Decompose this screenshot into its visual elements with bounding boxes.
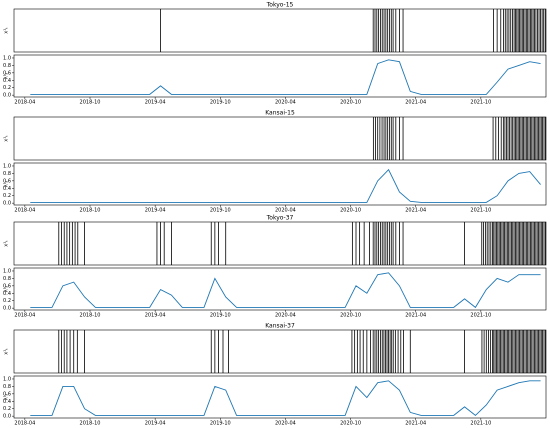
y-tick-label: 0.4 xyxy=(3,186,11,192)
x-tick-label: 2020-10 xyxy=(340,100,361,106)
x-tick-label: 2020-10 xyxy=(340,208,361,214)
x-tick-label: 2019-10 xyxy=(210,208,231,214)
data-line xyxy=(30,168,541,203)
x-tick-label: 2021-04 xyxy=(405,208,426,214)
data-line xyxy=(30,272,541,309)
axes-frame xyxy=(13,375,547,419)
y-tick-label: 0.0 xyxy=(3,201,11,207)
y-axis-label: λ¹ₜ xyxy=(4,393,10,400)
y-axis-label: x¹ₜ xyxy=(4,348,10,355)
y-tick-label: 0.4 xyxy=(3,78,11,84)
y-tick-label: 0.6 xyxy=(3,178,11,184)
y-axis-label: x¹ₜ xyxy=(4,240,10,247)
x-tick-label: 2021-10 xyxy=(470,208,491,214)
x-tick-label: 2021-04 xyxy=(405,100,426,106)
x-tick-label: 2021-04 xyxy=(405,421,426,427)
x-tick-label: 2021-10 xyxy=(470,100,491,106)
y-axis-label: λ¹ₜ xyxy=(4,72,10,79)
x-tick-label: 2019-10 xyxy=(210,313,231,319)
x-tick-label: 2019-04 xyxy=(145,421,166,427)
y-tick-label: 0.2 xyxy=(3,406,11,412)
x-tick-label: 2018-04 xyxy=(14,313,35,319)
y-tick-label: 1.0 xyxy=(3,268,11,274)
y-tick-label: 0.8 xyxy=(3,63,11,69)
y-tick-label: 0.0 xyxy=(3,93,11,99)
y-tick-label: 0.8 xyxy=(3,276,11,282)
y-tick-label: 0.0 xyxy=(3,306,11,312)
x-tick-label: 2020-10 xyxy=(340,313,361,319)
y-tick-label: 0.4 xyxy=(3,291,11,297)
chart-title: Tokyo-37 xyxy=(266,215,294,222)
chart-title: Kansai-37 xyxy=(265,323,295,330)
x-tick-label: 2020-04 xyxy=(275,421,296,427)
y-tick-label: 1.0 xyxy=(3,163,11,169)
axes-frame xyxy=(13,267,547,311)
data-line xyxy=(30,59,541,95)
axes-frame xyxy=(13,116,547,161)
chart-title: Tokyo-15 xyxy=(266,2,294,9)
axes-frame xyxy=(13,221,547,266)
x-tick-label: 2018-10 xyxy=(80,421,101,427)
y-tick-label: 1.0 xyxy=(3,376,11,382)
y-tick-label: 0.6 xyxy=(3,283,11,289)
y-tick-label: 1.0 xyxy=(3,55,11,61)
data-line xyxy=(30,380,541,416)
y-tick-label: 0.8 xyxy=(3,171,11,177)
y-axis-label: x¹ₜ xyxy=(4,135,10,142)
x-tick-label: 2018-04 xyxy=(14,208,35,214)
x-tick-label: 2018-04 xyxy=(14,100,35,106)
x-tick-label: 2018-04 xyxy=(14,421,35,427)
x-tick-label: 2018-10 xyxy=(80,100,101,106)
x-tick-label: 2021-10 xyxy=(470,421,491,427)
x-tick-label: 2019-04 xyxy=(145,208,166,214)
x-tick-label: 2021-04 xyxy=(405,313,426,319)
y-axis-label: λ¹ₜ xyxy=(4,285,10,292)
x-tick-label: 2018-10 xyxy=(80,313,101,319)
x-tick-label: 2018-10 xyxy=(80,208,101,214)
y-tick-label: 0.0 xyxy=(3,414,11,420)
y-tick-label: 0.8 xyxy=(3,384,11,390)
x-tick-label: 2019-04 xyxy=(145,313,166,319)
x-tick-label: 2021-10 xyxy=(470,313,491,319)
y-tick-label: 0.4 xyxy=(3,399,11,405)
x-tick-label: 2019-10 xyxy=(210,421,231,427)
y-axis-label: λ¹ₜ xyxy=(4,180,10,187)
y-tick-label: 0.6 xyxy=(3,391,11,397)
axes-frame xyxy=(13,8,547,53)
x-tick-label: 2020-04 xyxy=(275,313,296,319)
x-tick-label: 2019-04 xyxy=(145,100,166,106)
y-tick-label: 0.2 xyxy=(3,193,11,199)
y-tick-label: 0.2 xyxy=(3,85,11,91)
y-tick-label: 0.2 xyxy=(3,298,11,304)
chart-title: Kansai-15 xyxy=(265,110,295,117)
y-axis-label: x¹ₜ xyxy=(4,27,10,34)
y-tick-label: 0.6 xyxy=(3,70,11,76)
axes-frame xyxy=(13,54,547,98)
axes-frame xyxy=(13,329,547,374)
x-tick-label: 2020-10 xyxy=(340,421,361,427)
x-tick-label: 2019-10 xyxy=(210,100,231,106)
x-tick-label: 2020-04 xyxy=(275,100,296,106)
x-tick-label: 2020-04 xyxy=(275,208,296,214)
axes-frame xyxy=(13,162,547,206)
